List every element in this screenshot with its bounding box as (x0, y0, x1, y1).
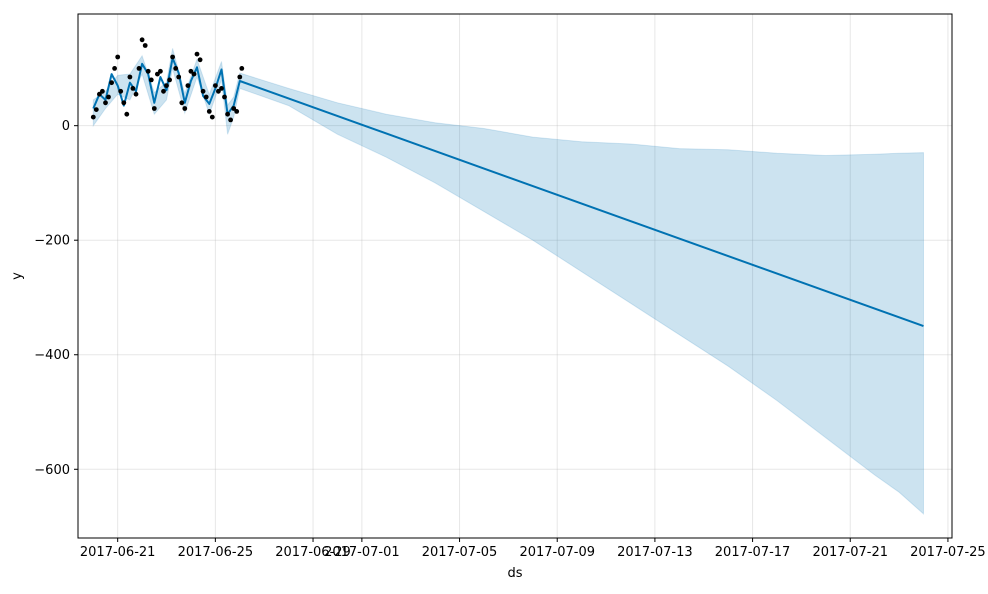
forecast-line-layer (92, 57, 924, 328)
observed-point (197, 57, 203, 63)
observed-point (228, 117, 234, 123)
y-tick-label: 0 (62, 119, 70, 134)
observed-point (179, 100, 185, 106)
observed-point (191, 71, 197, 77)
observed-point (206, 109, 212, 114)
x-tick-label: 2017-07-21 (812, 545, 888, 560)
y-tick-label: −400 (34, 348, 70, 363)
grid-lines (78, 14, 952, 538)
observed-point (170, 54, 176, 60)
x-tick-label: 2017-07-25 (910, 545, 986, 560)
uncertainty-band (92, 48, 924, 516)
observed-point (234, 109, 240, 114)
observed-point (219, 86, 224, 91)
observed-point (93, 107, 99, 112)
observed-point (100, 88, 105, 94)
observed-point (188, 68, 194, 74)
x-axis-label: ds (507, 566, 522, 581)
observed-point (161, 88, 166, 94)
y-axis-ticks: 0 −200 −400 −600 (34, 119, 78, 478)
x-tick-label: 2017-06-21 (80, 545, 156, 560)
x-tick-label: 2017-06-29 (275, 545, 351, 560)
x-tick-label: 2017-07-01 (324, 545, 400, 560)
observed-point (173, 66, 179, 71)
observed-point (185, 83, 191, 88)
observed-point (148, 77, 154, 83)
observed-point (97, 91, 102, 97)
observed-point (155, 71, 160, 77)
observed-point (194, 51, 200, 57)
observed-point (115, 54, 121, 60)
plot-frame (77, 13, 953, 539)
observed-point (130, 86, 136, 91)
observed-point (124, 111, 130, 117)
observed-point (231, 106, 237, 111)
x-tick-label: 2017-07-17 (715, 545, 791, 560)
observed-point (106, 94, 111, 100)
forecast-line (92, 57, 924, 328)
observed-point (213, 83, 218, 88)
x-axis-ticks: 2017-06-21 2017-06-25 2017-06-292017-07-01… (80, 538, 986, 560)
y-axis-label: y (10, 272, 25, 280)
observed-point (237, 74, 243, 80)
y-tick-label: −600 (34, 463, 70, 478)
observed-point (158, 68, 163, 74)
observed-point (145, 68, 151, 74)
x-tick-label: 2017-06-25 (178, 545, 254, 560)
observed-point (200, 88, 206, 94)
observed-point (176, 74, 182, 80)
observed-point (164, 83, 169, 88)
observed-point (225, 111, 231, 117)
observed-point (167, 77, 173, 83)
observed-point (103, 100, 108, 106)
observed-point (112, 66, 117, 71)
observed-point (151, 106, 157, 111)
observed-point (133, 91, 139, 97)
observed-point (209, 114, 215, 120)
x-tick-label: 2017-07-13 (617, 545, 693, 560)
observed-point (142, 43, 148, 48)
observed-point (203, 94, 209, 100)
observed-point (216, 88, 221, 94)
observed-point (127, 74, 133, 80)
x-tick-label: 2017-07-05 (422, 545, 498, 560)
observed-point (90, 114, 96, 120)
observed-point (118, 88, 124, 94)
observed-point (139, 37, 145, 43)
uncertainty-band-area (92, 48, 924, 516)
y-tick-label: −200 (34, 234, 70, 249)
observed-point (109, 80, 114, 86)
observed-point (239, 66, 245, 71)
observed-point (121, 100, 127, 106)
observed-point (222, 94, 227, 100)
observed-point (182, 106, 188, 111)
x-tick-label: 2017-07-09 (519, 545, 595, 560)
observed-points (90, 37, 245, 123)
observed-point (136, 66, 142, 71)
